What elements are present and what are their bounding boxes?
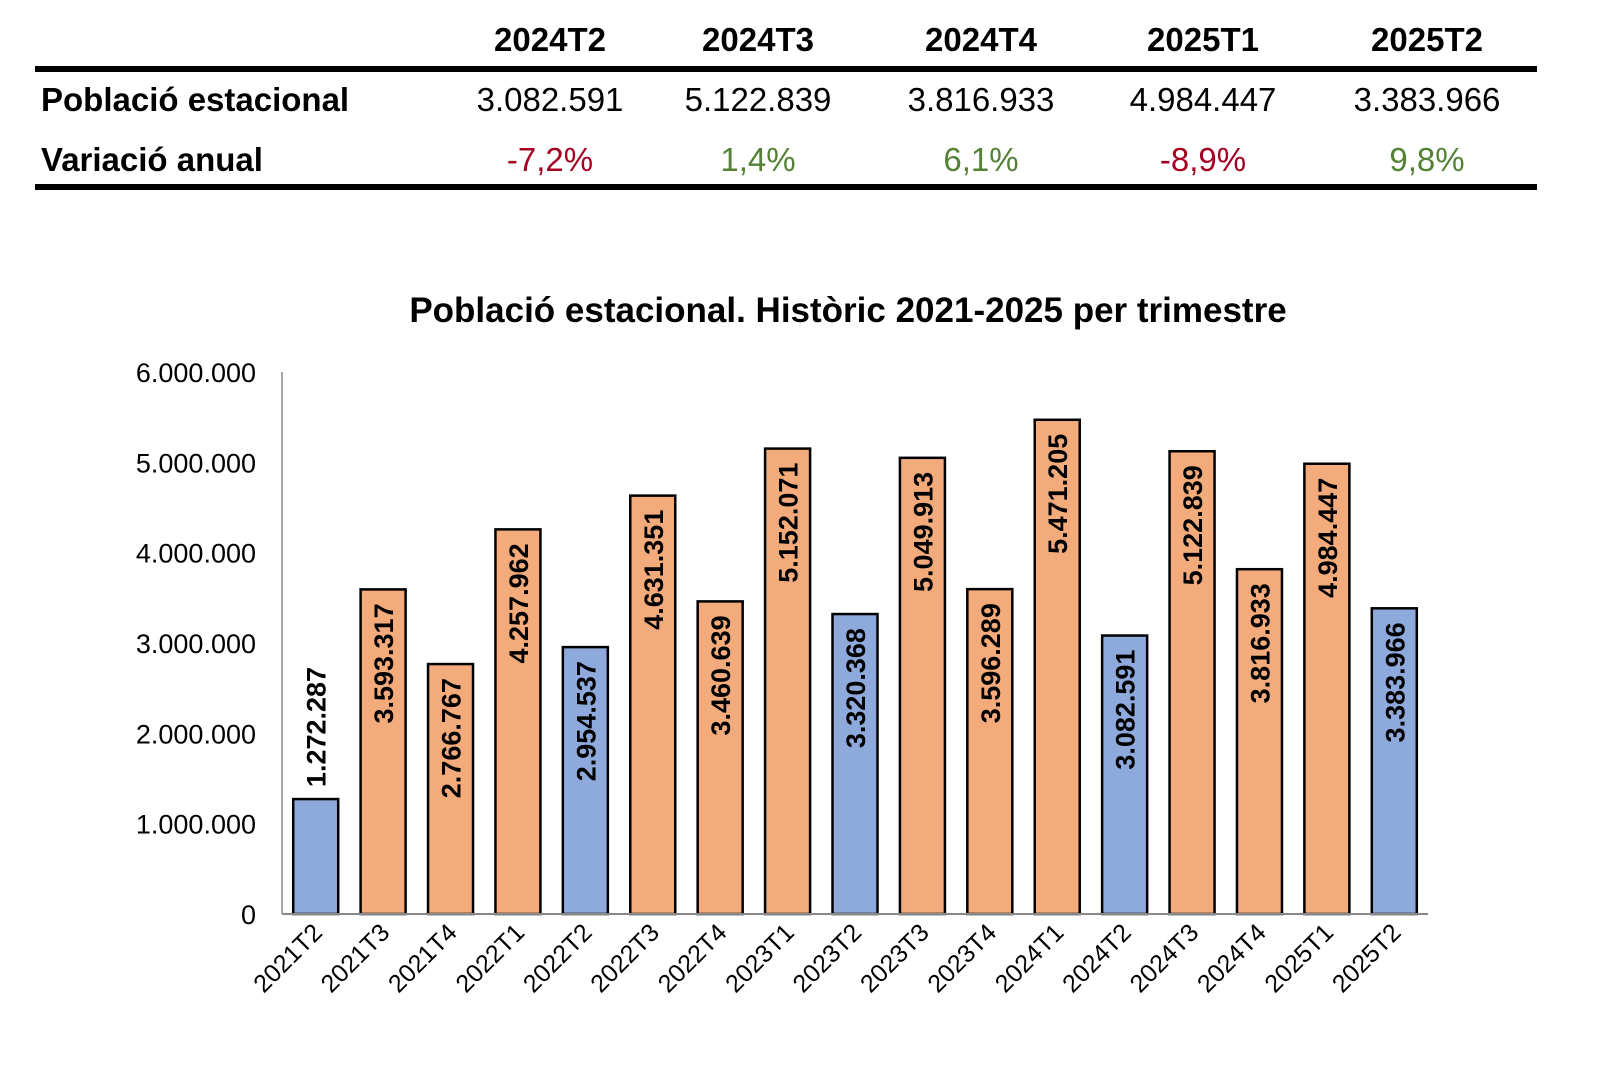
bar — [1370, 607, 1419, 916]
bar — [426, 662, 475, 916]
x-tick-label: 2024T3 — [1125, 918, 1205, 998]
column-header: 2024T4 — [925, 21, 1037, 58]
x-tick-label: 2023T3 — [855, 918, 935, 998]
x-tick-label: 2024T1 — [990, 918, 1070, 998]
x-tick-label: 2022T1 — [450, 918, 530, 998]
y-tick-label: 4.000.000 — [136, 539, 256, 569]
bar — [359, 588, 407, 916]
data-label: 3.593.317 — [369, 603, 399, 723]
data-label: 5.049.913 — [908, 472, 938, 592]
table-cell: -8,9% — [1159, 141, 1247, 178]
x-tick-label: 2022T2 — [518, 918, 598, 998]
y-tick-label: 6.000.000 — [136, 358, 256, 388]
table-cell: 3.816.933 — [907, 81, 1055, 118]
y-tick-label: 3.000.000 — [136, 629, 256, 659]
data-label: 3.596.289 — [976, 603, 1006, 723]
x-tick-label: 2023T4 — [922, 918, 1002, 998]
x-tick-label: 2025T1 — [1259, 918, 1339, 998]
data-label: 3.320.368 — [841, 628, 871, 748]
row-label: Població estacional — [41, 81, 350, 118]
table-bottom-border — [35, 184, 1537, 190]
table-row: Població estacional 3.082.591 5.122.839 … — [35, 70, 1537, 130]
table-cell: 9,8% — [1389, 141, 1465, 178]
data-label: 4.984.447 — [1313, 478, 1343, 598]
column-header: 2024T3 — [702, 21, 814, 58]
bar — [494, 528, 542, 916]
x-tick-label: 2022T3 — [585, 918, 665, 998]
data-label: 3.816.933 — [1245, 583, 1275, 703]
x-tick-label: 2025T2 — [1327, 918, 1407, 998]
data-label: 5.152.071 — [774, 463, 804, 583]
bar — [561, 645, 610, 916]
y-tick-label: 1.000.000 — [136, 810, 256, 840]
x-tick-label: 2024T2 — [1057, 918, 1137, 998]
x-tick-label: 2022T4 — [653, 918, 733, 998]
table-cell: 1,4% — [720, 141, 796, 178]
data-label: 2.766.767 — [437, 678, 467, 798]
table-cell: 4.984.447 — [1129, 81, 1277, 118]
data-label: 2.954.537 — [571, 661, 601, 781]
data-label: 3.460.639 — [706, 615, 736, 735]
data-label: 5.122.839 — [1178, 465, 1208, 585]
bar — [629, 494, 677, 916]
data-label: 3.082.591 — [1111, 650, 1141, 770]
data-label: 1.272.287 — [302, 667, 332, 787]
bar — [1235, 567, 1284, 916]
x-tick-label: 2023T1 — [720, 918, 800, 998]
table-cell: 5.122.839 — [684, 81, 832, 118]
table-cell: -7,2% — [506, 141, 594, 178]
y-tick-label: 0 — [241, 900, 256, 930]
row-label: Variació anual — [41, 141, 263, 178]
data-label: 3.383.966 — [1380, 622, 1410, 742]
y-tick-label: 2.000.000 — [136, 719, 256, 749]
bar — [696, 600, 744, 916]
bar — [831, 612, 879, 916]
bar — [1033, 418, 1081, 916]
x-tick-label: 2021T3 — [316, 918, 396, 998]
table-cell: 3.082.591 — [476, 81, 624, 118]
table-header-row: 2024T2 2024T3 2024T4 2025T1 2025T2 — [35, 10, 1537, 70]
table-cell: 3.383.966 — [1353, 81, 1501, 118]
data-label: 4.257.962 — [504, 543, 534, 663]
header-divider — [35, 66, 1537, 72]
chart-title: Població estacional. Històric 2021-2025 … — [409, 291, 1286, 330]
x-tick-label: 2023T2 — [787, 918, 867, 998]
x-tick-label: 2024T4 — [1192, 918, 1272, 998]
x-tick-label: 2021T4 — [383, 918, 463, 998]
bar — [763, 447, 812, 916]
column-header: 2025T1 — [1147, 21, 1259, 58]
data-label: 4.631.351 — [639, 510, 669, 630]
bar — [898, 456, 947, 916]
bar — [966, 587, 1014, 916]
column-header: 2024T2 — [494, 21, 606, 58]
data-label: 5.471.205 — [1043, 434, 1073, 554]
column-header: 2025T2 — [1371, 21, 1483, 58]
bar — [291, 797, 340, 916]
table-row: Variació anual -7,2% 1,4% 6,1% -8,9% 9,8… — [35, 130, 1537, 190]
y-tick-label: 5.000.000 — [136, 448, 256, 478]
x-tick-label: 2021T2 — [248, 918, 328, 998]
table-cell: 6,1% — [943, 141, 1019, 178]
bar — [1303, 462, 1351, 916]
